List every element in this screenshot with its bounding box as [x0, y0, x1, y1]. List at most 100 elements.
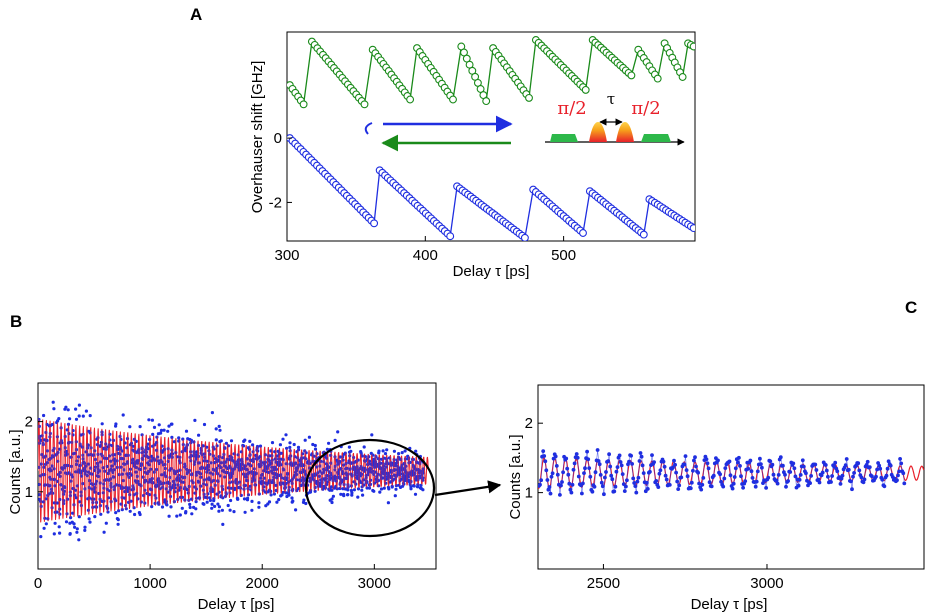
data-point — [214, 427, 218, 431]
data-point — [195, 450, 199, 454]
data-point — [78, 500, 82, 504]
data-point — [813, 462, 818, 467]
data-point — [864, 463, 869, 467]
data-point — [638, 451, 643, 455]
data-point — [220, 508, 224, 512]
data-point — [66, 441, 71, 445]
data-point — [673, 462, 677, 467]
data-point — [180, 506, 184, 510]
data-point — [210, 502, 214, 506]
data-point — [421, 476, 425, 480]
data-point — [688, 486, 693, 491]
data-point — [160, 505, 165, 509]
data-point — [226, 503, 230, 508]
data-point — [288, 445, 292, 449]
data-point — [210, 411, 214, 415]
data-point — [75, 527, 79, 531]
data-point — [770, 462, 775, 467]
data-point — [421, 488, 425, 492]
data-point — [579, 229, 587, 237]
data-point — [412, 484, 416, 488]
data-point — [147, 455, 151, 460]
data-point — [390, 485, 394, 489]
data-point — [42, 413, 46, 418]
data-point — [558, 493, 562, 497]
data-point — [184, 510, 188, 514]
data-point — [250, 499, 254, 503]
data-point — [545, 478, 550, 482]
data-point — [360, 488, 364, 492]
panel-c-ylabel: Counts [a.u.] — [507, 434, 524, 519]
data-point — [723, 466, 728, 470]
data-point — [833, 460, 838, 465]
data-point — [609, 473, 614, 478]
x-tick-label: 400 — [413, 247, 438, 264]
data-point — [732, 475, 737, 479]
data-point — [178, 486, 182, 490]
data-point — [262, 485, 266, 489]
data-point — [548, 491, 553, 496]
data-point — [377, 451, 381, 455]
data-point — [248, 453, 252, 458]
panel-a-xlabel: Delay τ [ps] — [453, 263, 530, 280]
data-point — [333, 438, 337, 442]
panel-c-letter: C — [905, 298, 917, 317]
panel-b-ticks: 0 1000 2000 3000 1 2 — [25, 414, 391, 592]
data-point — [267, 500, 272, 504]
data-point — [202, 502, 206, 506]
data-point — [550, 471, 555, 476]
data-point — [108, 459, 113, 463]
data-point — [313, 443, 317, 448]
panel-c-ticks: 2500 3000 1 2 — [525, 415, 784, 592]
data-point — [205, 500, 209, 504]
data-point — [68, 521, 72, 525]
data-point — [217, 424, 221, 428]
data-point — [406, 475, 410, 479]
data-point — [250, 508, 254, 512]
data-point — [381, 449, 385, 453]
data-point — [292, 442, 296, 447]
data-point — [566, 472, 571, 477]
data-point — [69, 455, 73, 459]
data-point — [382, 486, 386, 490]
data-point — [598, 473, 603, 477]
data-point — [83, 528, 87, 533]
data-point — [116, 522, 120, 526]
data-point — [667, 483, 672, 487]
data-point — [69, 516, 73, 520]
data-point — [885, 466, 890, 471]
data-point — [839, 476, 844, 481]
data-point — [663, 473, 668, 478]
data-point — [580, 491, 584, 496]
data-point — [627, 459, 631, 464]
data-point — [280, 493, 284, 497]
data-point — [679, 475, 684, 480]
data-point — [697, 481, 701, 486]
data-point — [826, 474, 830, 479]
data-point — [861, 480, 866, 485]
data-point — [194, 507, 198, 511]
data-point — [575, 455, 580, 460]
data-point — [849, 479, 853, 484]
data-point — [613, 484, 618, 489]
x-tick-label: 300 — [274, 247, 299, 264]
data-point — [197, 433, 201, 437]
data-point — [884, 473, 889, 478]
data-point — [840, 473, 845, 478]
data-point — [108, 489, 112, 493]
data-point — [217, 505, 221, 509]
data-point — [739, 474, 743, 479]
x-tick-label: 2500 — [587, 575, 620, 592]
data-point — [804, 471, 808, 476]
data-point — [167, 514, 171, 518]
data-point — [657, 471, 662, 476]
data-point — [683, 454, 688, 458]
data-point — [709, 484, 714, 489]
data-point — [895, 478, 899, 483]
data-point — [57, 525, 61, 529]
data-point — [593, 470, 598, 475]
data-point — [152, 425, 157, 429]
data-point — [635, 479, 640, 484]
data-point — [74, 407, 78, 411]
data-point — [147, 418, 151, 422]
